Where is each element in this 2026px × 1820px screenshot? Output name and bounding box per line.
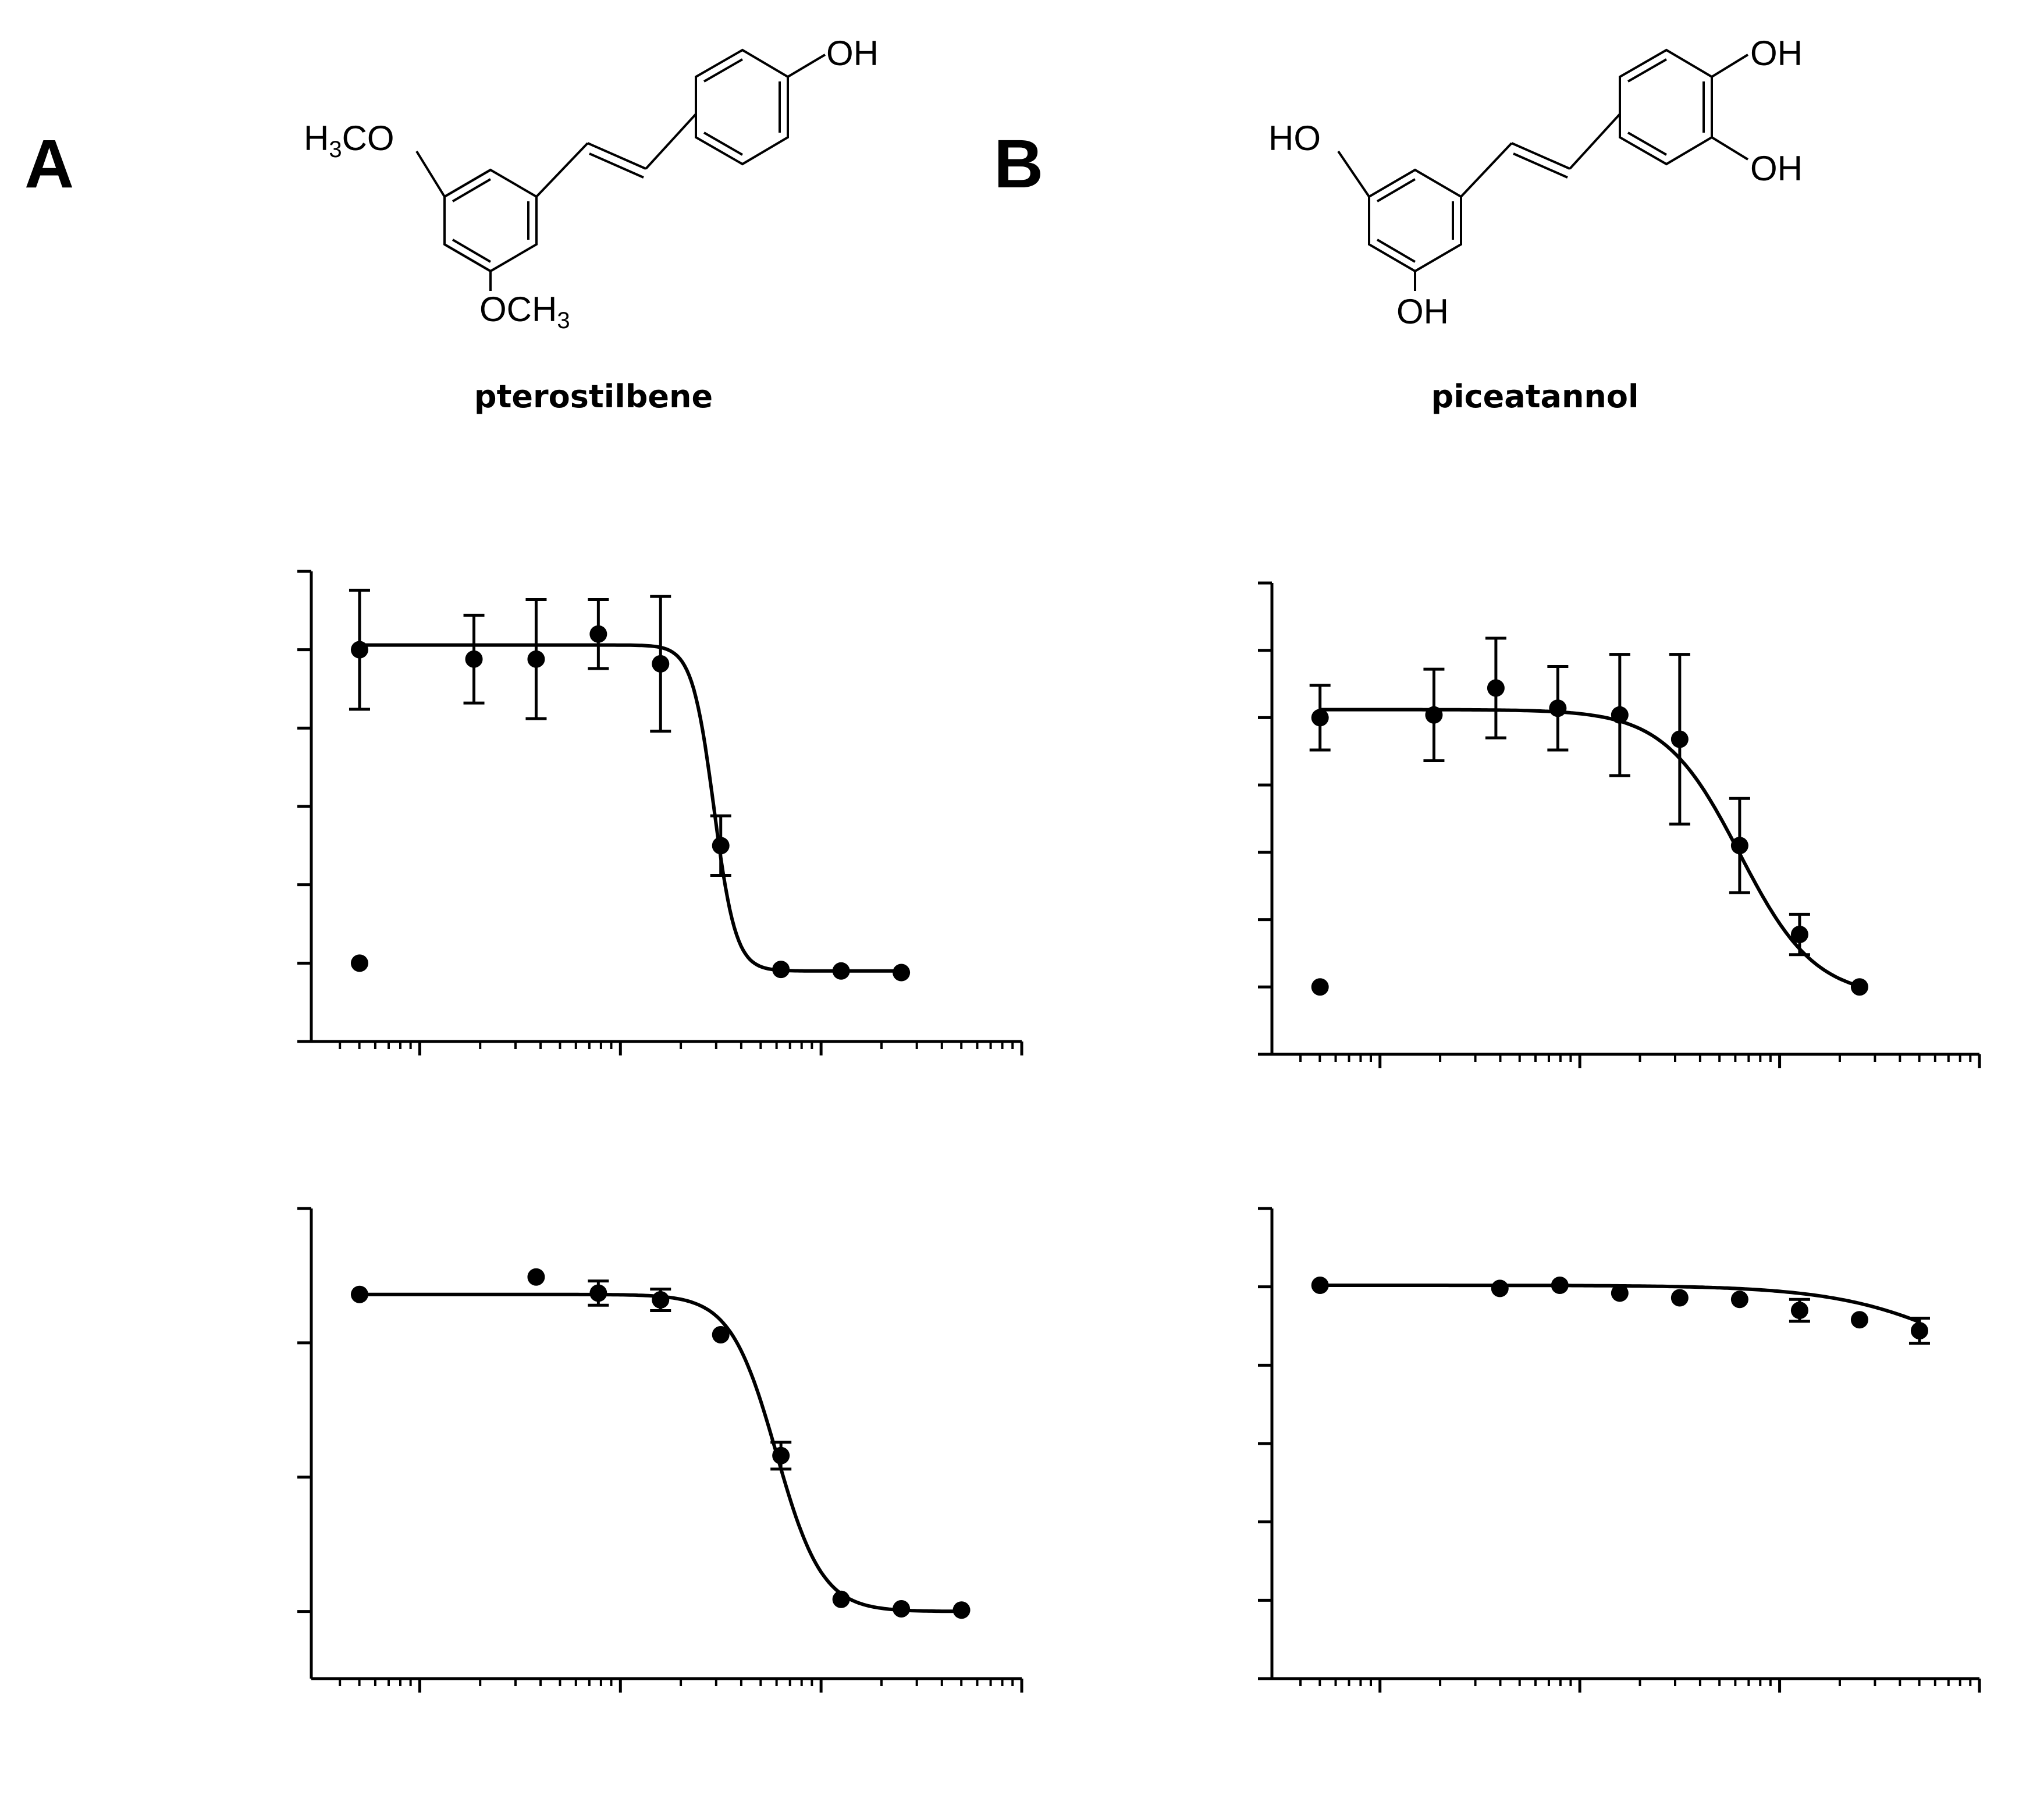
data-point	[1549, 699, 1567, 717]
chart-panel-e	[297, 1207, 1023, 1693]
data-point	[772, 961, 790, 979]
data-point	[1311, 1276, 1329, 1294]
data-point	[350, 641, 368, 659]
piceatannol-oh-bottom: OH	[1396, 292, 1449, 331]
data-point	[589, 625, 607, 643]
data-point	[1670, 1289, 1689, 1307]
data-point	[832, 962, 850, 980]
data-point	[589, 1284, 607, 1302]
data-point	[952, 1601, 971, 1619]
fit-curve	[360, 643, 902, 973]
panel-letter-b: B	[994, 126, 1043, 202]
pterostilbene-oh: OH	[826, 34, 879, 73]
data-point	[712, 837, 730, 855]
structure-piceatannol: B OH OH HO OH piceatannol	[994, 34, 1803, 415]
data-point	[652, 655, 670, 673]
data-point	[465, 650, 483, 668]
data-point	[1311, 709, 1329, 727]
data-point	[772, 1446, 790, 1464]
data-point	[1611, 1284, 1629, 1302]
data-point	[832, 1590, 850, 1608]
piceatannol-oh-right: OH	[1750, 149, 1803, 188]
pterostilbene-name: pterostilbene	[474, 378, 713, 415]
data-point	[652, 1291, 670, 1309]
fit-curve	[360, 1292, 962, 1613]
data-point	[1790, 1302, 1808, 1320]
chart-panel-f	[1258, 1207, 1981, 1693]
piceatannol-oh-top: OH	[1750, 34, 1803, 73]
chart-panel-d	[1258, 581, 1981, 1068]
data-point	[1730, 837, 1748, 855]
data-point	[527, 1268, 545, 1286]
piceatannol-ho-left: HO	[1268, 119, 1321, 158]
data-point	[1850, 978, 1868, 996]
data-point	[1487, 679, 1505, 697]
pterostilbene-och3: OCH3	[479, 290, 570, 333]
piceatannol-name: piceatannol	[1431, 378, 1639, 415]
structure-pterostilbene: A OH H3CO OCH3 pterostilbene	[24, 34, 879, 415]
data-point	[1551, 1276, 1569, 1294]
data-point	[1790, 926, 1808, 944]
data-point	[1491, 1279, 1509, 1298]
data-point	[350, 954, 368, 972]
data-point	[1910, 1322, 1928, 1340]
data-point	[527, 650, 545, 668]
fit-curve	[1320, 708, 1860, 988]
data-point	[1425, 706, 1443, 724]
panel-letter-a: A	[24, 126, 74, 202]
data-point	[1611, 706, 1629, 724]
chart-panel-c	[297, 570, 1023, 1055]
data-point	[1730, 1291, 1748, 1309]
data-point	[712, 1326, 730, 1344]
data-point	[893, 1599, 911, 1618]
data-point	[893, 964, 911, 982]
data-point	[350, 1285, 368, 1303]
data-point	[1850, 1311, 1868, 1329]
pterostilbene-h3co: H3CO	[304, 119, 394, 162]
molecule-bonds	[1337, 48, 1749, 291]
molecule-bonds	[415, 48, 826, 291]
data-point	[1311, 978, 1329, 996]
data-point	[1670, 730, 1689, 748]
